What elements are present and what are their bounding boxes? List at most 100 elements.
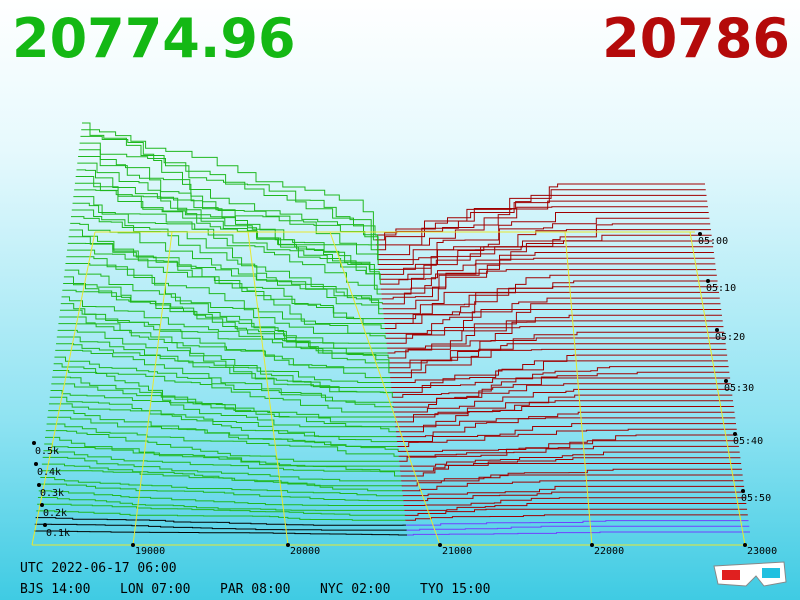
ask-depth-line xyxy=(391,366,729,393)
bid-depth-line xyxy=(61,296,390,364)
time-tick xyxy=(733,432,737,436)
ask-depth-line xyxy=(377,206,708,256)
price-tick-label: 22000 xyxy=(594,546,624,557)
ask-depth-line xyxy=(403,497,746,506)
bid-depth-line xyxy=(46,423,399,457)
ask-depth-line xyxy=(404,508,748,516)
bid-depth-line xyxy=(41,463,403,487)
time-tick-label: 05:00 xyxy=(698,236,728,247)
bid-depth-line xyxy=(78,149,378,256)
ask-depth-line xyxy=(390,348,727,379)
ask-depth-line xyxy=(391,360,728,388)
ask-depth-line xyxy=(382,269,717,310)
ask-depth-line xyxy=(393,388,732,413)
time-tick xyxy=(741,489,745,493)
bid-depth-line xyxy=(81,129,376,241)
bid-depth-line xyxy=(82,122,376,235)
ask-depth-line xyxy=(400,463,742,477)
depth-tick-label: 0.2k xyxy=(43,508,67,519)
ask-depth-line xyxy=(401,474,743,487)
ask-depth-line xyxy=(405,520,749,526)
bid-depth-line xyxy=(35,517,406,526)
frame-line xyxy=(31,231,96,546)
bid-depth-line xyxy=(65,262,387,339)
ask-depth-line xyxy=(386,303,721,339)
bid-depth-line xyxy=(51,383,396,428)
price-tick-label: 19000 xyxy=(135,546,165,557)
bid-depth-line xyxy=(75,176,380,275)
ask-depth-line xyxy=(382,263,716,305)
price-grid-line xyxy=(247,231,289,546)
bid-depth-line xyxy=(80,135,377,246)
bid-depth-line xyxy=(67,249,385,329)
bid-depth-line xyxy=(72,202,382,295)
ask-depth-line xyxy=(380,246,714,290)
depth-tick xyxy=(32,441,36,445)
bid-depth-line xyxy=(34,530,407,536)
bid-depth-line xyxy=(39,483,404,502)
ask-depth-line xyxy=(404,503,747,511)
bid-depth-line xyxy=(44,443,401,472)
ask-depth-line xyxy=(399,445,739,462)
ask-depth-line xyxy=(395,406,734,428)
ask-depth-line xyxy=(388,326,724,359)
ask-depth-line xyxy=(384,286,719,325)
bid-depth-line xyxy=(37,497,405,511)
bid-depth-line xyxy=(38,490,405,506)
time-tick-label: 05:40 xyxy=(733,436,763,447)
ask-depth-line xyxy=(381,257,715,300)
ask-depth-line xyxy=(399,451,740,467)
ask-depth-line xyxy=(394,400,734,423)
ask-depth-line xyxy=(402,485,745,497)
ask-depth-line xyxy=(389,337,725,369)
depth-tick xyxy=(37,483,41,487)
price-grid-line xyxy=(132,231,173,546)
bid-depth-line xyxy=(40,476,404,497)
time-tick-label: 05:10 xyxy=(706,283,736,294)
depth-tick xyxy=(34,462,38,466)
bid-depth-line xyxy=(70,216,383,305)
bid-depth-line xyxy=(56,343,393,398)
ask-depth-line xyxy=(376,194,707,246)
ask-depth-line xyxy=(375,183,705,236)
bid-price: 20774.96 xyxy=(12,7,296,70)
depth-tick-label: 0.1k xyxy=(46,528,70,539)
utc-time: UTC 2022-06-17 06:00 xyxy=(20,561,177,576)
ask-depth-line xyxy=(379,229,711,275)
time-tick xyxy=(715,328,719,332)
ask-depth-line xyxy=(396,417,736,438)
bid-depth-line xyxy=(42,456,402,482)
depth-tick-label: 0.3k xyxy=(40,488,64,499)
price-tick-label: 21000 xyxy=(442,546,472,557)
zone-time: BJS 14:00 xyxy=(20,582,90,597)
price-tick-label: 23000 xyxy=(747,546,777,557)
zone-time: PAR 08:00 xyxy=(220,582,290,597)
price-tick xyxy=(743,543,747,547)
bid-depth-line xyxy=(52,369,395,418)
time-tick xyxy=(724,379,728,383)
time-tick-label: 05:30 xyxy=(724,383,754,394)
ask-depth-line xyxy=(405,514,748,521)
bid-depth-line xyxy=(67,242,385,325)
bid-depth-line xyxy=(52,376,396,423)
ask-depth-line xyxy=(392,371,730,398)
ask-depth-line xyxy=(376,200,708,251)
bid-depth-line xyxy=(41,470,403,492)
bid-depth-line xyxy=(59,309,390,374)
ask-depth-line xyxy=(406,525,750,531)
ask-depth-line xyxy=(394,394,733,418)
ask-depth-line xyxy=(388,331,725,364)
depth-tick-label: 0.5k xyxy=(35,446,59,457)
ask-depth-line xyxy=(384,291,720,329)
bid-depth-line xyxy=(50,390,396,433)
ask-depth-line xyxy=(393,383,731,408)
time-tick-label: 05:50 xyxy=(741,493,771,504)
bid-depth-line xyxy=(79,142,377,251)
bid-depth-line xyxy=(57,329,392,388)
price-tick xyxy=(590,543,594,547)
ask-depth-line xyxy=(389,343,726,374)
ask-depth-line xyxy=(397,423,736,443)
bid-depth-line xyxy=(78,155,379,261)
bid-depth-line xyxy=(43,450,401,477)
